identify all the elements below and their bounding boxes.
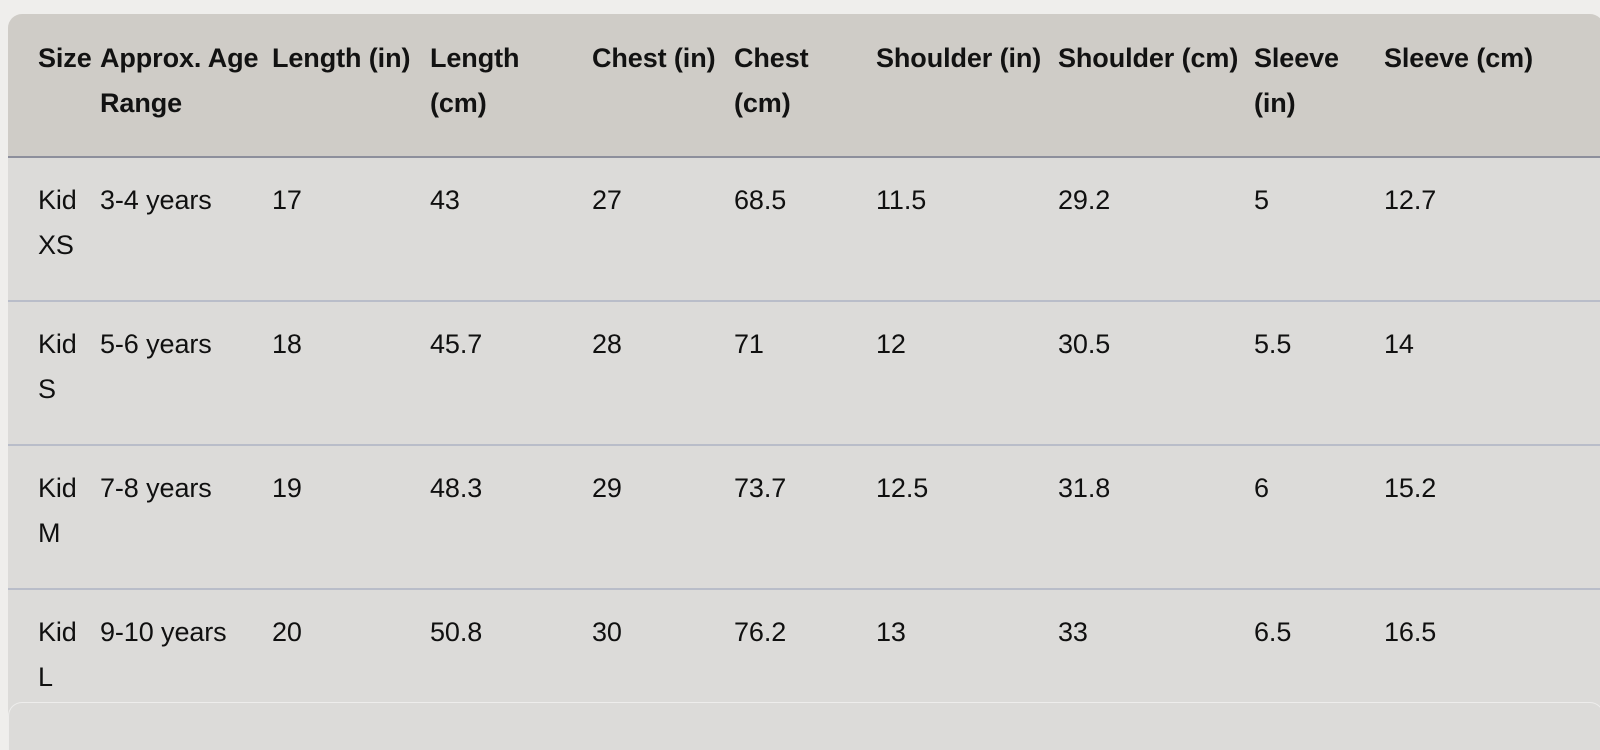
table-header: Size Approx. Age Range Length (in) Lengt… <box>8 14 1600 157</box>
cell-sleeve-in: 6.5 <box>1254 617 1292 647</box>
table-row: Kid XS 3-4 years 17 43 27 68.5 11.5 29.2… <box>8 157 1600 301</box>
table-body: Kid XS 3-4 years 17 43 27 68.5 11.5 29.2… <box>8 157 1600 732</box>
column-header-length-in[interactable]: Length (in) <box>272 43 411 73</box>
cell-length-cm: 43 <box>430 185 460 215</box>
cell-size: Kid M <box>38 473 77 548</box>
cell-sleeve-cm: 15.2 <box>1384 473 1437 503</box>
cell-chest-cm: 73.7 <box>734 473 787 503</box>
cell-shoulder-in: 13 <box>876 617 906 647</box>
column-header-chest-in[interactable]: Chest (in) <box>592 43 716 73</box>
column-header-shoulder-cm[interactable]: Shoulder (cm) <box>1058 43 1239 73</box>
cell-chest-cm: 76.2 <box>734 617 787 647</box>
table-row: Kid M 7-8 years 19 48.3 29 73.7 12.5 31.… <box>8 445 1600 589</box>
cell-shoulder-cm: 31.8 <box>1058 473 1111 503</box>
size-chart-card: Size Approx. Age Range Length (in) Lengt… <box>8 14 1600 732</box>
cell-age-range: 3-4 years <box>100 185 212 215</box>
cell-shoulder-cm: 33 <box>1058 617 1088 647</box>
cell-length-in: 20 <box>272 617 302 647</box>
column-header-chest-cm[interactable]: Chest (cm) <box>734 43 809 118</box>
column-header-sleeve-in[interactable]: Sleeve (in) <box>1254 43 1339 118</box>
cell-chest-cm: 68.5 <box>734 185 787 215</box>
cell-sleeve-in: 5.5 <box>1254 329 1292 359</box>
cell-age-range: 7-8 years <box>100 473 212 503</box>
cell-sleeve-cm: 16.5 <box>1384 617 1437 647</box>
cell-sleeve-in: 5 <box>1254 185 1269 215</box>
size-chart-table: Size Approx. Age Range Length (in) Lengt… <box>8 14 1600 732</box>
cell-chest-in: 30 <box>592 617 622 647</box>
cell-chest-in: 27 <box>592 185 622 215</box>
column-header-length-cm[interactable]: Length (cm) <box>430 43 520 118</box>
cell-size: Kid S <box>38 329 77 404</box>
cell-length-cm: 50.8 <box>430 617 483 647</box>
next-section-card <box>8 702 1600 750</box>
column-header-age-range[interactable]: Approx. Age Range <box>100 43 259 118</box>
table-row: Kid S 5-6 years 18 45.7 28 71 12 30.5 5.… <box>8 301 1600 445</box>
cell-shoulder-cm: 29.2 <box>1058 185 1111 215</box>
cell-size: Kid L <box>38 617 77 692</box>
cell-sleeve-in: 6 <box>1254 473 1269 503</box>
column-header-shoulder-in[interactable]: Shoulder (in) <box>876 43 1042 73</box>
column-header-size[interactable]: Size <box>38 43 92 73</box>
cell-length-cm: 45.7 <box>430 329 483 359</box>
cell-length-in: 19 <box>272 473 302 503</box>
page-top-strip <box>0 0 1600 14</box>
cell-age-range: 9-10 years <box>100 617 227 647</box>
cell-sleeve-cm: 12.7 <box>1384 185 1437 215</box>
cell-length-in: 17 <box>272 185 302 215</box>
cell-shoulder-in: 11.5 <box>876 185 927 215</box>
cell-chest-in: 28 <box>592 329 622 359</box>
cell-length-in: 18 <box>272 329 302 359</box>
cell-shoulder-cm: 30.5 <box>1058 329 1111 359</box>
table-header-row: Size Approx. Age Range Length (in) Lengt… <box>8 14 1600 157</box>
cell-length-cm: 48.3 <box>430 473 483 503</box>
cell-shoulder-in: 12.5 <box>876 473 929 503</box>
cell-size: Kid XS <box>38 185 77 260</box>
cell-chest-cm: 71 <box>734 329 764 359</box>
cell-sleeve-cm: 14 <box>1384 329 1414 359</box>
cell-chest-in: 29 <box>592 473 622 503</box>
cell-age-range: 5-6 years <box>100 329 212 359</box>
cell-shoulder-in: 12 <box>876 329 906 359</box>
column-header-sleeve-cm[interactable]: Sleeve (cm) <box>1384 43 1533 73</box>
